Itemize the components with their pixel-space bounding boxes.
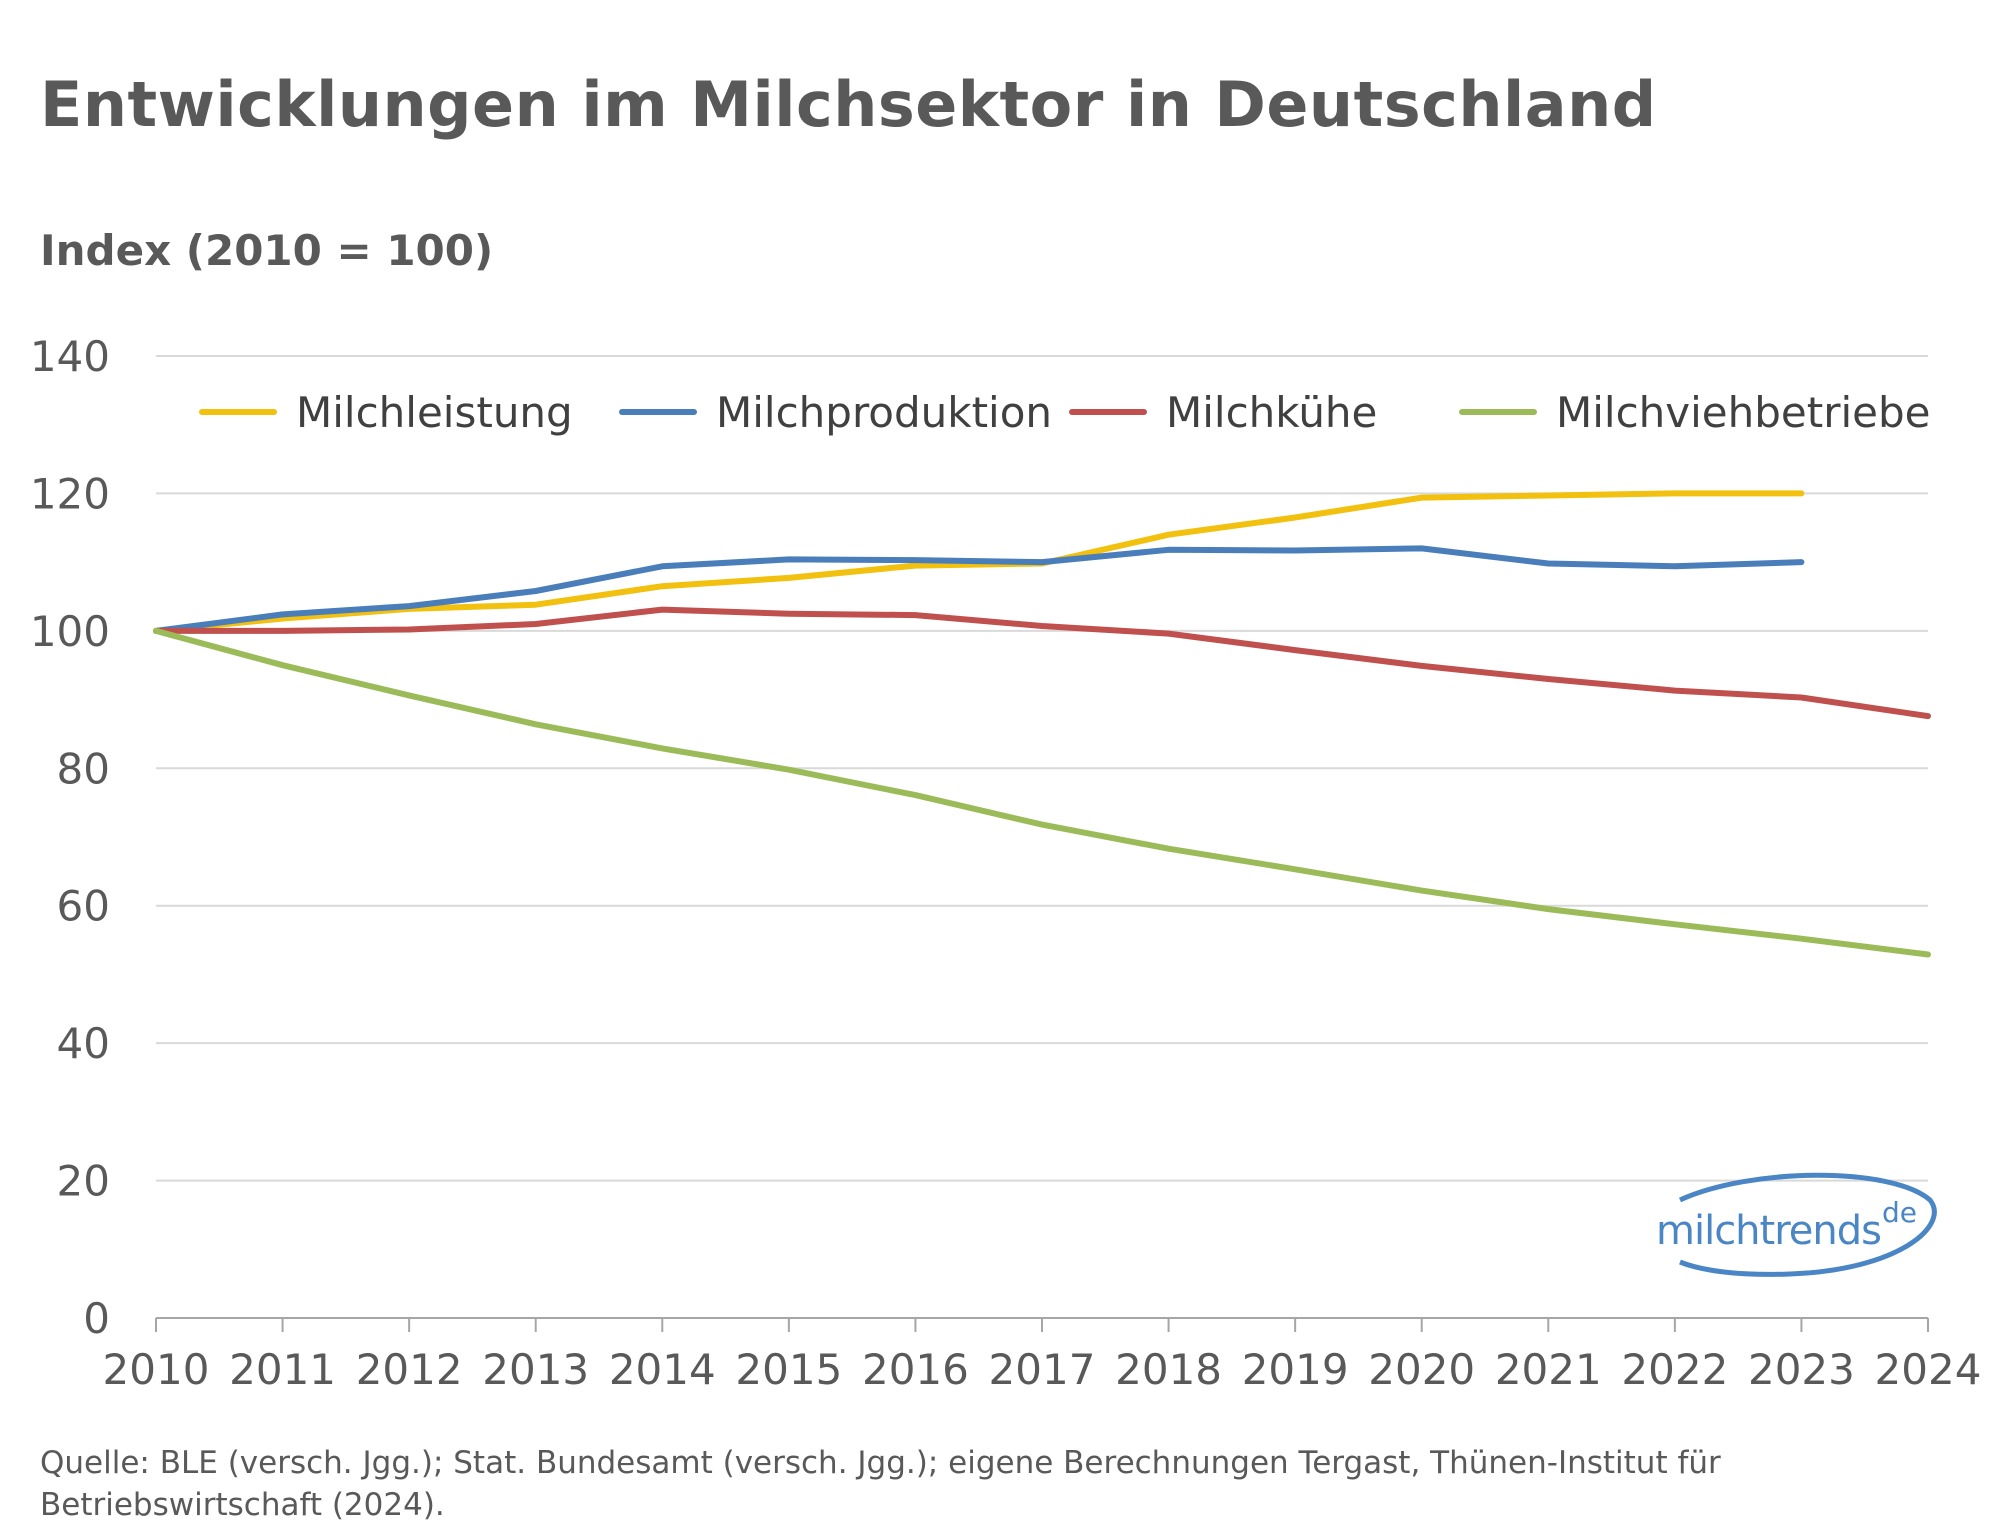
- series-line-milchviehbetriebe: [153, 627, 1931, 958]
- x-tick-label: 2021: [1495, 1345, 1602, 1394]
- x-tick-label: 2011: [229, 1345, 336, 1394]
- x-tick-label: 2015: [735, 1345, 842, 1394]
- y-tick-label: 60: [57, 882, 110, 931]
- x-tick-label: 2017: [989, 1345, 1096, 1394]
- x-tick-label: 2023: [1748, 1345, 1855, 1394]
- source-note: Quelle: BLE (versch. Jgg.); Stat. Bundes…: [40, 1445, 1721, 1523]
- series-line-milchproduktion: [153, 545, 1805, 634]
- line-chart: 0 20 40 60 80 100 120 140 2010 2011 2012 2013 2014 20…: [30, 332, 1982, 1394]
- logo-text: milchtrends: [1656, 1208, 1882, 1254]
- x-tick-label: 2016: [862, 1345, 969, 1394]
- y-axis-title: Index (2010 = 100): [40, 226, 494, 275]
- x-tick-label: 2024: [1875, 1345, 1982, 1394]
- y-tick-label: 20: [57, 1157, 110, 1206]
- y-tick-label: 100: [30, 607, 110, 656]
- x-tick-label: 2022: [1621, 1345, 1728, 1394]
- y-tick-label: 0: [83, 1294, 110, 1343]
- x-tick-label: 2012: [356, 1345, 463, 1394]
- y-tick-label: 120: [30, 469, 110, 518]
- legend-label: Milchleistung: [296, 388, 573, 437]
- x-tick-label: 2019: [1242, 1345, 1349, 1394]
- legend-label: Milchproduktion: [716, 388, 1052, 437]
- y-tick-label: 80: [57, 744, 110, 793]
- x-tick-label: 2013: [482, 1345, 589, 1394]
- x-tick-label: 2018: [1115, 1345, 1222, 1394]
- legend-label: Milchkühe: [1166, 388, 1377, 437]
- logo-swoosh-icon: [1678, 1172, 1937, 1277]
- chart-title: Entwicklungen im Milchsektor in Deutschl…: [40, 68, 1657, 141]
- y-tick-label: 40: [57, 1019, 110, 1068]
- y-tick-label: 140: [30, 332, 110, 381]
- legend-label: Milchviehbetriebe: [1556, 388, 1931, 437]
- series-line-milchkühe: [153, 606, 1931, 720]
- series-line-milchleistung: [153, 490, 1805, 634]
- x-tick-label: 2014: [609, 1345, 716, 1394]
- logo-suffix: de: [1882, 1196, 1917, 1229]
- milchtrends-logo: milchtrends de: [1640, 1170, 1940, 1280]
- x-tick-label: 2010: [103, 1345, 210, 1394]
- x-tick-label: 2020: [1368, 1345, 1475, 1394]
